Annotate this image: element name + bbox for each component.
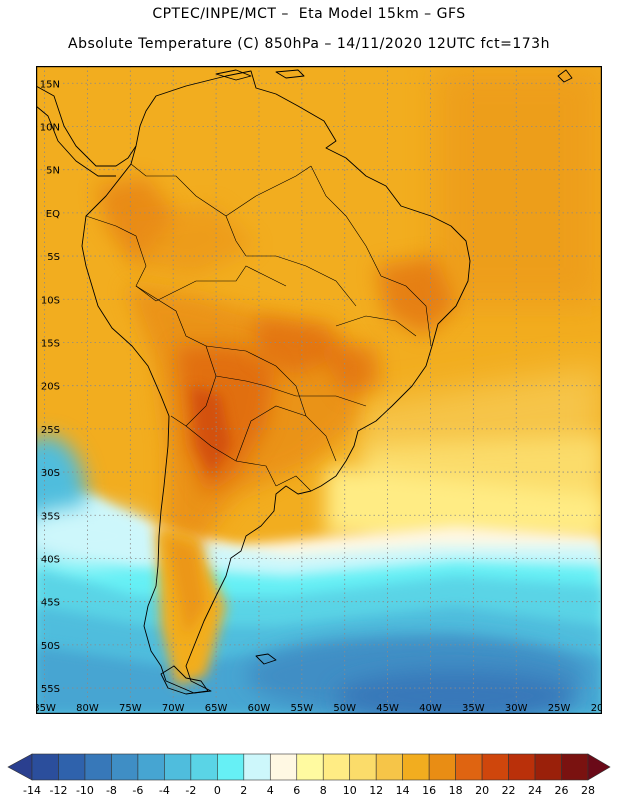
colorbar-tick-label: 22 bbox=[502, 784, 516, 797]
colorbar-swatch bbox=[508, 753, 536, 781]
colorbar-tick-label: 14 bbox=[396, 784, 410, 797]
colorbar-swatch bbox=[111, 753, 139, 781]
colorbar-tick-label: -8 bbox=[106, 784, 117, 797]
colorbar-swatch bbox=[402, 753, 430, 781]
longitude-label: 65W bbox=[205, 703, 228, 714]
colorbar-swatch bbox=[164, 753, 192, 781]
colorbar-tick-label: -12 bbox=[49, 784, 67, 797]
lat-lon-grid bbox=[36, 66, 602, 714]
longitude-label: 45W bbox=[376, 703, 399, 714]
coastlines bbox=[36, 69, 573, 695]
longitude-label: 25W bbox=[548, 703, 571, 714]
colorbar-swatch bbox=[428, 753, 456, 781]
colorbar-swatches bbox=[7, 753, 611, 781]
colorbar-swatch bbox=[534, 753, 562, 781]
colorbar-swatch bbox=[84, 753, 112, 781]
colorbar-tick-label: -10 bbox=[76, 784, 94, 797]
colorbar-tick-label: 0 bbox=[214, 784, 221, 797]
map-title-line1: CPTEC/INPE/MCT – Eta Model 15km – GFS bbox=[152, 6, 466, 22]
longitude-label: 60W bbox=[248, 703, 271, 714]
temperature-colorbar: -14 -12 -10 -8 -6 -4 -2 0 2 4 6 8 10 12 14 16 18 20 22 24 26… bbox=[7, 753, 611, 797]
colorbar-tick-label: 4 bbox=[267, 784, 274, 797]
colorbar-swatch bbox=[137, 753, 165, 781]
colorbar-swatch bbox=[322, 753, 351, 781]
colorbar-tick-labels: -14 -12 -10 -8 -6 -4 -2 0 2 4 6 8 10 12 14 16 18 20 22 24 26… bbox=[23, 784, 595, 797]
map-border bbox=[36, 66, 602, 714]
longitude-label: 35W bbox=[462, 703, 485, 714]
colorbar-tick-label: -14 bbox=[23, 784, 41, 797]
latitude-label: 35S bbox=[41, 511, 60, 522]
longitude-label: 55W bbox=[291, 703, 314, 714]
latitude-label: 45S bbox=[41, 598, 60, 609]
latitude-labels: 15N 10N 5N EQ 5S 10S 15S 20S 25S 30S 35S 40S 45S 50S 5… bbox=[40, 79, 60, 695]
colorbar-tick-label: 2 bbox=[240, 784, 247, 797]
longitude-label: 40W bbox=[419, 703, 442, 714]
colorbar-swatch bbox=[296, 753, 324, 781]
colorbar-swatch bbox=[190, 753, 218, 781]
country-borders bbox=[85, 163, 432, 492]
latitude-label: 5S bbox=[47, 252, 60, 263]
latitude-label: 55S bbox=[41, 684, 60, 695]
colorbar-tick-label: 24 bbox=[528, 784, 542, 797]
latitude-label: 40S bbox=[41, 554, 60, 565]
colorbar-swatch bbox=[58, 753, 86, 781]
colorbar-arrow-right bbox=[587, 753, 611, 781]
longitude-label: 50W bbox=[333, 703, 356, 714]
colorbar-swatch bbox=[243, 753, 271, 781]
temperature-map: 15N 10N 5N EQ 5S 10S 15S 20S 25S 30S 35S 40S 45S 50S 5… bbox=[36, 66, 602, 714]
map-title-line2: Absolute Temperature (C) 850hPa – 14/11/… bbox=[68, 36, 550, 52]
colorbar-swatch bbox=[375, 753, 403, 781]
latitude-label: 5N bbox=[46, 166, 60, 177]
colorbar-swatch bbox=[481, 753, 509, 781]
latitude-label: 15S bbox=[41, 338, 60, 349]
longitude-labels: 85W 80W 75W 70W 65W 60W 55W 50W 45W 40W 35W 30W 25W 2… bbox=[36, 703, 602, 714]
longitude-label: 80W bbox=[76, 703, 99, 714]
latitude-label: 15N bbox=[40, 79, 60, 90]
latitude-label: 30S bbox=[41, 468, 60, 479]
colorbar-tick-label: -2 bbox=[185, 784, 196, 797]
longitude-label: 75W bbox=[119, 703, 142, 714]
colorbar-tick-label: 26 bbox=[555, 784, 569, 797]
colorbar-tick-label: 12 bbox=[369, 784, 383, 797]
latitude-label: 20S bbox=[41, 382, 60, 393]
latitude-label: 25S bbox=[41, 425, 60, 436]
longitude-label: 30W bbox=[505, 703, 528, 714]
colorbar-swatch bbox=[455, 753, 483, 781]
colorbar-swatch bbox=[269, 753, 298, 781]
colorbar-tick-label: 10 bbox=[343, 784, 357, 797]
colorbar-tick-label: 28 bbox=[581, 784, 595, 797]
colorbar-tick-label: 16 bbox=[422, 784, 436, 797]
longitude-label: 70W bbox=[162, 703, 185, 714]
longitude-label: 85W bbox=[36, 703, 56, 714]
colorbar-arrow-left bbox=[7, 753, 33, 781]
latitude-label: 10N bbox=[40, 122, 60, 133]
colorbar-tick-label: 8 bbox=[320, 784, 327, 797]
latitude-label: 50S bbox=[41, 641, 60, 652]
colorbar-swatch bbox=[561, 753, 589, 781]
colorbar-tick-label: -6 bbox=[132, 784, 143, 797]
colorbar-tick-label: 20 bbox=[475, 784, 489, 797]
colorbar-tick-label: 18 bbox=[449, 784, 463, 797]
colorbar-tick-label: -4 bbox=[159, 784, 170, 797]
latitude-label: 10S bbox=[41, 295, 60, 306]
colorbar-tick-label: 6 bbox=[293, 784, 300, 797]
colorbar-swatch bbox=[31, 753, 59, 781]
colorbar-swatch bbox=[217, 753, 245, 781]
colorbar-swatch bbox=[349, 753, 377, 781]
longitude-label: 20W bbox=[591, 703, 602, 714]
latitude-label: EQ bbox=[46, 209, 60, 220]
